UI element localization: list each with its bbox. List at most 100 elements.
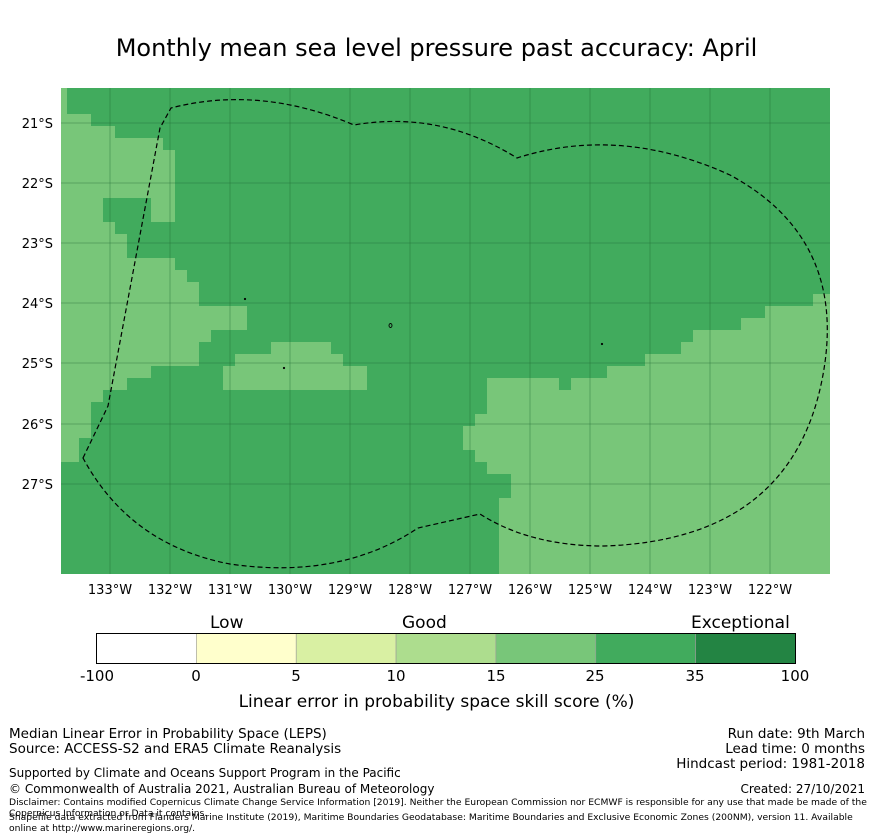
lon-label: 122°W xyxy=(748,583,792,598)
lon-label: 131°W xyxy=(208,583,252,598)
lon-label: 125°W xyxy=(568,583,612,598)
colorbar-segment xyxy=(96,633,197,664)
island xyxy=(388,323,393,328)
skill-region xyxy=(61,150,175,198)
skill-region xyxy=(61,198,103,222)
colorbar-tick: 100 xyxy=(780,667,810,685)
skill-region xyxy=(61,88,67,114)
skill-region xyxy=(487,378,559,390)
lat-label: 27°S xyxy=(22,478,53,493)
skill-region xyxy=(61,378,127,390)
lon-label: 124°W xyxy=(628,583,672,598)
colorbar-segment xyxy=(495,633,597,664)
colorbar-tick: 5 xyxy=(291,667,301,685)
footer-lead-time: Lead time: 0 months xyxy=(725,741,865,757)
colorbar-tick: 35 xyxy=(685,667,705,685)
skill-regions-dark-small xyxy=(103,198,139,234)
skill-region xyxy=(61,306,247,330)
skill-region xyxy=(571,378,830,390)
lon-label: 127°W xyxy=(448,583,492,598)
skill-region xyxy=(511,474,830,498)
skill-regions-light xyxy=(61,88,830,574)
colorbar xyxy=(96,633,796,664)
island xyxy=(243,297,247,301)
skill-region xyxy=(103,198,139,222)
skill-region xyxy=(61,414,91,438)
skill-region xyxy=(475,450,830,462)
skill-region xyxy=(463,426,830,450)
colorbar-frame xyxy=(96,633,796,664)
colorbar-segment xyxy=(295,633,397,664)
skill-region xyxy=(115,222,139,234)
lon-label: 126°W xyxy=(508,583,552,598)
colorbar-tick: 25 xyxy=(585,667,605,685)
skill-region xyxy=(813,294,830,306)
footer-source: Source: ACCESS-S2 and ERA5 Climate Reana… xyxy=(9,741,342,757)
footer-shapefile: Shapefile data extracted from Flanders M… xyxy=(9,812,853,834)
chart-title: Monthly mean sea level pressure past acc… xyxy=(115,34,758,62)
lat-label: 25°S xyxy=(22,357,53,372)
colorbar-tick: 10 xyxy=(386,667,406,685)
eez-boundary xyxy=(82,99,828,569)
lon-label: 128°W xyxy=(388,583,432,598)
skill-region xyxy=(645,354,830,366)
skill-region xyxy=(235,354,343,366)
footer-leps: Median Linear Error in Probability Space… xyxy=(9,726,327,742)
footer-run-date: Run date: 9th March xyxy=(727,726,865,742)
category-exceptional: Exceptional xyxy=(691,613,790,633)
colorbar-label: Linear error in probability space skill … xyxy=(238,692,635,712)
footer-support: Supported by Climate and Oceans Support … xyxy=(9,766,401,780)
colorbar-segment xyxy=(395,633,497,664)
lat-label: 22°S xyxy=(22,177,53,192)
skill-region xyxy=(475,414,830,426)
skill-region xyxy=(499,498,830,574)
skill-region xyxy=(61,138,163,150)
skill-region xyxy=(61,270,187,282)
skill-region xyxy=(223,366,367,390)
lon-label: 129°W xyxy=(328,583,372,598)
skill-region xyxy=(61,438,79,462)
footer-hindcast: Hindcast period: 1981-2018 xyxy=(676,756,865,772)
skill-region xyxy=(151,198,175,222)
lat-label: 21°S xyxy=(22,117,53,132)
island xyxy=(282,366,286,370)
skill-region xyxy=(61,258,175,270)
skill-region xyxy=(693,330,830,342)
skill-region xyxy=(271,342,331,354)
island xyxy=(600,342,604,346)
skill-region xyxy=(61,114,91,126)
category-low: Low xyxy=(210,613,244,633)
lon-label: 133°W xyxy=(88,583,132,598)
colorbar-segment xyxy=(695,633,796,664)
lon-label: 132°W xyxy=(148,583,192,598)
skill-region xyxy=(61,366,151,378)
skill-region xyxy=(61,330,211,342)
skill-region xyxy=(61,222,115,234)
islands xyxy=(243,297,604,370)
skill-region xyxy=(61,342,199,366)
footer-created: Created: 27/10/2021 xyxy=(740,782,865,796)
lat-label: 23°S xyxy=(22,237,53,252)
gridlines xyxy=(61,88,830,574)
colorbar-tick: -100 xyxy=(79,667,115,685)
lat-labels: 21°S 22°S 23°S 24°S 25°S 26°S 27°S xyxy=(22,117,53,493)
lon-label: 130°W xyxy=(268,583,312,598)
skill-region xyxy=(765,306,830,318)
skill-region xyxy=(487,462,830,474)
skill-region xyxy=(741,318,830,330)
footer-copyright: © Commonwealth of Australia 2021, Austra… xyxy=(9,782,435,796)
colorbar-segment xyxy=(196,633,297,664)
lon-label: 123°W xyxy=(688,583,732,598)
colorbar-tick: 15 xyxy=(486,667,506,685)
skill-region xyxy=(61,402,91,414)
skill-region xyxy=(61,126,115,138)
lon-labels: 133°W 132°W 131°W 130°W 129°W 128°W 127°… xyxy=(88,583,792,598)
skill-map: 21°S 22°S 23°S 24°S 25°S 26°S 27°S 133°W… xyxy=(22,88,830,598)
footer-disclaimer: Disclaimer: Contains modified Copernicus… xyxy=(9,797,867,819)
skill-region xyxy=(61,234,127,258)
lat-label: 26°S xyxy=(22,418,53,433)
skill-region xyxy=(607,366,830,378)
lat-label: 24°S xyxy=(22,297,53,312)
skill-region xyxy=(487,390,830,414)
skill-region xyxy=(681,342,830,354)
